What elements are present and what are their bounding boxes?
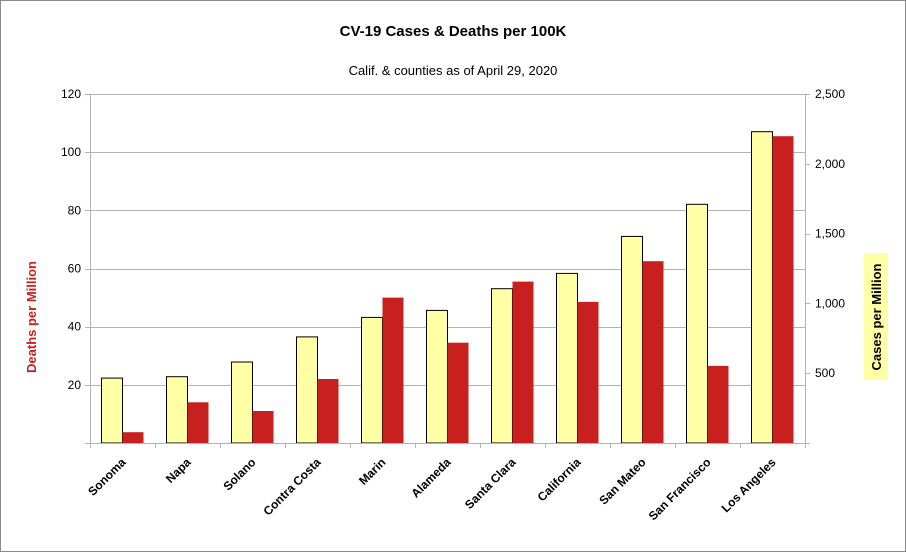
bar-deaths <box>187 402 209 443</box>
left-axis-label: Deaths per Million <box>24 261 39 373</box>
bar-deaths <box>252 411 274 443</box>
bar-deaths <box>707 365 729 443</box>
category-label: Napa <box>163 455 194 486</box>
bar-deaths <box>447 342 469 443</box>
gridlines <box>90 94 805 386</box>
category-labels: Sonoma Napa Solano Contra Costa Marin Alameda… <box>85 443 806 523</box>
category-label: Alameda <box>408 455 454 501</box>
bar-deaths <box>772 136 794 443</box>
left-tick-label: 20 <box>68 378 82 392</box>
left-axis-ticks: 20 40 60 80 100 120 <box>61 87 90 392</box>
right-tick-label: 500 <box>815 366 835 380</box>
bar-cases <box>361 316 383 444</box>
chart-title: CV-19 Cases & Deaths per 100K <box>340 23 567 40</box>
bar-deaths <box>122 432 144 443</box>
bar-cases <box>751 131 773 444</box>
bar-cases <box>621 235 643 444</box>
category-label: Marin <box>356 455 389 488</box>
bar-deaths <box>317 379 339 443</box>
bar-deaths <box>382 297 404 443</box>
right-tick-label: 1,500 <box>815 227 845 241</box>
bar-deaths <box>577 301 599 443</box>
category-label: Solano <box>220 455 258 493</box>
category-label: Contra Costa <box>260 455 323 518</box>
bar-cases <box>686 203 708 444</box>
bars <box>101 131 794 444</box>
category-label: Sonoma <box>85 455 129 499</box>
bar-deaths <box>642 261 664 443</box>
right-tick-label: 2,000 <box>815 157 845 171</box>
bar-deaths <box>512 281 534 443</box>
bar-cases <box>296 336 318 444</box>
axes <box>85 94 810 444</box>
left-tick-label: 80 <box>68 203 82 217</box>
left-tick-label: 120 <box>61 87 81 101</box>
bar-cases <box>491 288 513 444</box>
left-tick-label: 100 <box>61 145 81 159</box>
right-axis-label-highlight <box>864 253 888 380</box>
right-tick-label: 1,000 <box>815 296 845 310</box>
right-tick-label: 2,500 <box>815 87 845 101</box>
category-label: California <box>535 455 584 504</box>
bar-cases <box>166 376 188 444</box>
bar-cases <box>101 377 123 444</box>
category-label: Los Angeles <box>719 455 779 515</box>
right-axis-ticks: 500 1,000 1,500 2,000 2,500 <box>805 87 845 380</box>
category-label: San Mateo <box>596 455 648 507</box>
chart-subtitle: Calif. & counties as of April 29, 2020 <box>349 63 558 78</box>
bar-cases <box>426 309 448 444</box>
bar-cases <box>556 272 578 444</box>
category-label: San Francisco <box>646 455 714 523</box>
left-tick-label: 60 <box>68 262 82 276</box>
bar-cases <box>231 361 253 444</box>
left-tick-label: 40 <box>68 320 82 334</box>
category-label: Santa Clara <box>462 455 519 512</box>
right-axis-label: Cases per Million <box>869 263 884 370</box>
